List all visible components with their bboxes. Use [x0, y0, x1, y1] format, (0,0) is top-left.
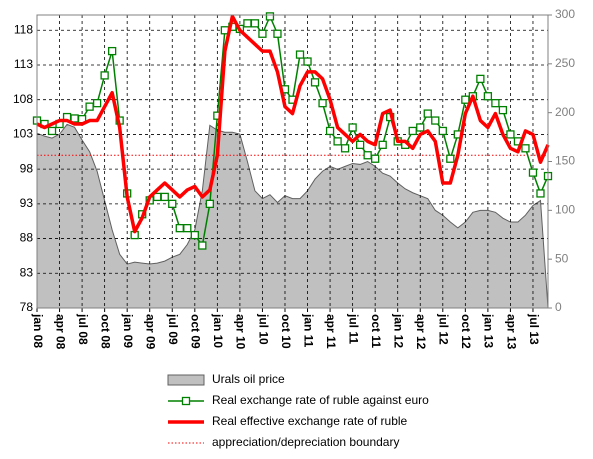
- marker: [47, 126, 57, 136]
- legend-label: appreciation/depreciation boundary: [212, 435, 399, 449]
- y-tick-label: 118: [14, 22, 33, 36]
- y-tick-label: 93: [20, 196, 34, 210]
- marker: [446, 154, 455, 163]
- marker: [483, 92, 493, 101]
- marker: [205, 199, 214, 209]
- marker: [491, 99, 500, 108]
- marker: [318, 99, 327, 108]
- marker: [536, 189, 545, 198]
- marker: [461, 95, 470, 104]
- legend-swatch: [167, 374, 205, 386]
- y-tick-label: 103: [13, 127, 33, 141]
- marker: [310, 78, 320, 87]
- marker: [348, 123, 357, 132]
- x-tick-label: apr 13: [504, 314, 518, 350]
- marker: [498, 105, 508, 115]
- marker: [476, 74, 485, 84]
- marker: [340, 144, 350, 153]
- marker: [371, 154, 380, 163]
- x-tick-label: apr 12: [414, 314, 428, 350]
- marker: [160, 192, 169, 202]
- legend-label: Real effective exchange rate of ruble: [212, 414, 408, 428]
- x-tick-label: jan 09: [121, 313, 135, 348]
- y-tick-label: 88: [20, 231, 34, 245]
- x-tick-label: jul 08: [76, 313, 90, 345]
- marker: [100, 71, 109, 80]
- x-tick-label: apr 08: [53, 314, 67, 350]
- x-tick-label: jul 11: [346, 313, 360, 344]
- y-tick-label: 78: [20, 300, 34, 314]
- marker: [378, 140, 387, 149]
- marker: [408, 126, 417, 136]
- x-tick-label: jul 13: [527, 313, 541, 345]
- marker: [85, 102, 94, 111]
- y2-tick-label: 200: [555, 105, 575, 119]
- y2-tick-label: 0: [555, 300, 562, 314]
- x-tick-label: jan 11: [301, 313, 315, 348]
- marker: [250, 19, 260, 28]
- y2-tick-label: 300: [555, 7, 575, 21]
- marker: [190, 230, 199, 240]
- y-tick-label: 113: [14, 57, 33, 71]
- y2-tick-label: 100: [555, 203, 575, 217]
- x-tick-label: jan 12: [392, 313, 406, 348]
- legend-label: Urals oil price: [212, 372, 285, 386]
- x-tick-label: apr 10: [234, 314, 248, 350]
- marker: [423, 109, 432, 118]
- marker: [183, 224, 192, 233]
- x-tick-label: jul 09: [166, 313, 180, 345]
- marker: [258, 29, 267, 38]
- x-tick-label: jul 12: [437, 313, 451, 345]
- legend-label: Real exchange rate of ruble against euro: [212, 393, 429, 407]
- y-tick-label: 98: [20, 161, 34, 175]
- marker: [168, 199, 177, 209]
- x-tick-label: jan 10: [211, 313, 225, 348]
- series-line: [36, 14, 550, 234]
- marker: [363, 151, 372, 160]
- y2-tick-label: 150: [555, 154, 575, 168]
- marker: [333, 137, 342, 146]
- legend-marker: [181, 396, 191, 406]
- x-tick-label: apr 11: [324, 314, 338, 349]
- marker: [265, 12, 275, 21]
- marker: [521, 144, 530, 153]
- x-tick-label: oct 11: [369, 314, 383, 348]
- x-tick-label: oct 12: [459, 314, 473, 349]
- y2-tick-label: 250: [555, 56, 575, 70]
- marker: [243, 19, 252, 28]
- marker: [303, 57, 312, 66]
- marker: [506, 130, 515, 139]
- marker: [175, 224, 184, 233]
- marker: [325, 126, 335, 136]
- marker: [416, 123, 425, 132]
- x-tick-label: oct 10: [279, 314, 293, 349]
- marker: [438, 126, 447, 136]
- marker: [295, 50, 305, 59]
- x-tick-label: apr 09: [144, 314, 158, 350]
- x-tick-label: oct 09: [189, 314, 203, 349]
- x-tick-label: jan 13: [482, 313, 496, 348]
- x-tick-label: oct 08: [98, 314, 112, 349]
- marker: [528, 168, 538, 177]
- y2-tick-label: 50: [555, 251, 569, 265]
- marker: [92, 99, 102, 108]
- x-tick-label: jul 10: [256, 313, 270, 345]
- y-tick-label: 108: [13, 92, 33, 106]
- marker: [107, 46, 117, 56]
- marker: [70, 114, 79, 123]
- marker: [431, 116, 440, 125]
- marker: [198, 241, 207, 250]
- marker: [355, 140, 365, 149]
- x-tick-label: jan 08: [31, 313, 45, 348]
- y-tick-label: 83: [20, 265, 34, 279]
- marker: [273, 29, 282, 38]
